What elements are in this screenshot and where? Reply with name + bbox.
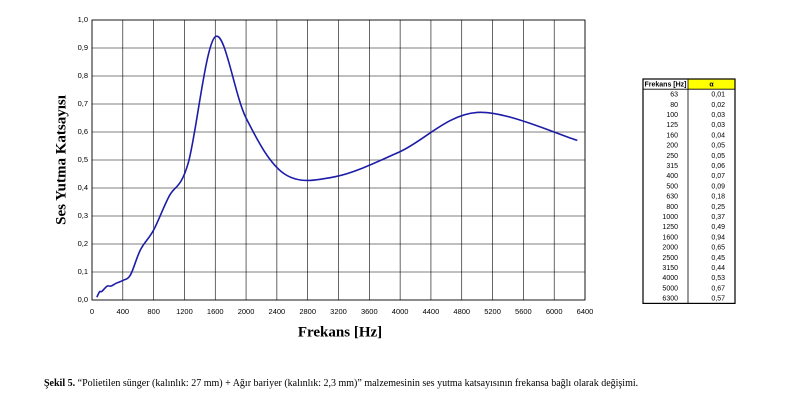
table-cell: 800 [666, 204, 678, 211]
table-cell: 0,01 [711, 92, 725, 99]
x-tick-label: 2400 [269, 307, 286, 316]
table-cell: 0,44 [711, 265, 725, 272]
y-tick-label: 0,1 [78, 267, 88, 276]
x-tick-label: 1600 [207, 307, 224, 316]
table-cell: 0,65 [711, 245, 725, 252]
table-cell: 0,49 [711, 224, 725, 231]
table-cell: 160 [666, 132, 678, 139]
plot-frame [91, 19, 586, 301]
x-tick-label: 4000 [392, 307, 409, 316]
x-tick-label: 3200 [330, 307, 347, 316]
y-tick-label: 0,3 [78, 211, 88, 220]
caption-text: “Polietilen sünger (kalınlık: 27 mm) + A… [78, 378, 639, 389]
table-cell: 0,94 [711, 234, 725, 241]
table-cell: 0,06 [711, 163, 725, 170]
table-cell: 100 [666, 112, 678, 119]
y-tick-label: 0,4 [78, 183, 88, 192]
x-tick-label: 400 [117, 307, 130, 316]
table-header: α [709, 81, 714, 88]
x-tick-label: 6000 [546, 307, 563, 316]
x-axis-title: Frekans [Hz] [298, 324, 382, 340]
table-cell: 0,25 [711, 204, 725, 211]
table-cell: 0,02 [711, 102, 725, 109]
table-cell: 1000 [662, 214, 678, 221]
table-cell: 500 [666, 183, 678, 190]
caption-label: Şekil 5. [44, 378, 76, 389]
x-tick-label: 2000 [238, 307, 255, 316]
table-cell: 1600 [662, 234, 678, 241]
table-cell: 0,57 [711, 296, 725, 303]
table-cell: 0,03 [711, 112, 725, 119]
table-cell: 0,05 [711, 143, 725, 150]
table-cell: 0,05 [711, 153, 725, 160]
table-cell: 63 [670, 92, 678, 99]
table-cell: 4000 [662, 275, 678, 282]
table-cell: 0,09 [711, 183, 725, 190]
x-tick-label: 4800 [453, 307, 470, 316]
x-tick-label: 4400 [423, 307, 440, 316]
table-cell: 630 [666, 194, 678, 201]
table-cell: 0,03 [711, 122, 725, 129]
caption: Şekil 5. “Polietilen sünger (kalınlık: 2… [44, 378, 638, 389]
alpha-header-bg [688, 79, 735, 90]
table-cell: 1250 [662, 224, 678, 231]
table-cell: 0,37 [711, 214, 725, 221]
x-tick-label: 800 [147, 307, 160, 316]
table-cell: 250 [666, 153, 678, 160]
x-tick-label: 6400 [577, 307, 594, 316]
x-tick-label: 0 [90, 307, 94, 316]
x-tick-label: 2800 [299, 307, 316, 316]
table-cell: 6300 [662, 296, 678, 303]
data-line [96, 35, 578, 298]
y-tick-label: 0,2 [78, 239, 88, 248]
table-cell: 0,53 [711, 275, 725, 282]
table-cell: 0,07 [711, 173, 725, 180]
y-tick-label: 0,0 [78, 295, 88, 304]
y-tick-label: 0,9 [78, 43, 88, 52]
y-tick-label: 1,0 [78, 15, 88, 24]
y-tick-label: 0,6 [78, 127, 88, 136]
y-tick-label: 0,5 [78, 155, 88, 164]
y-axis-title: Ses Yutma Katsayısı [53, 95, 69, 225]
x-tick-label: 3600 [361, 307, 378, 316]
table-cell: 315 [666, 163, 678, 170]
table-cell: 0,45 [711, 255, 725, 262]
y-tick-label: 0,7 [78, 99, 88, 108]
table-cell: 0,67 [711, 285, 725, 292]
table-header: Frekans [Hz] [644, 81, 686, 88]
table-cell: 3150 [662, 265, 678, 272]
x-tick-label: 5200 [484, 307, 501, 316]
table-cell: 80 [670, 102, 678, 109]
x-tick-label: 5600 [515, 307, 532, 316]
table-cell: 125 [666, 122, 678, 129]
table-cell: 2500 [662, 255, 678, 262]
table-frame [642, 78, 736, 304]
y-tick-label: 0,8 [78, 71, 88, 80]
table-cell: 2000 [662, 245, 678, 252]
table-cell: 0,18 [711, 194, 725, 201]
table-cell: 5000 [662, 285, 678, 292]
table-cell: 200 [666, 143, 678, 150]
table-cell: 400 [666, 173, 678, 180]
x-tick-label: 1200 [176, 307, 193, 316]
table-cell: 0,04 [711, 132, 725, 139]
